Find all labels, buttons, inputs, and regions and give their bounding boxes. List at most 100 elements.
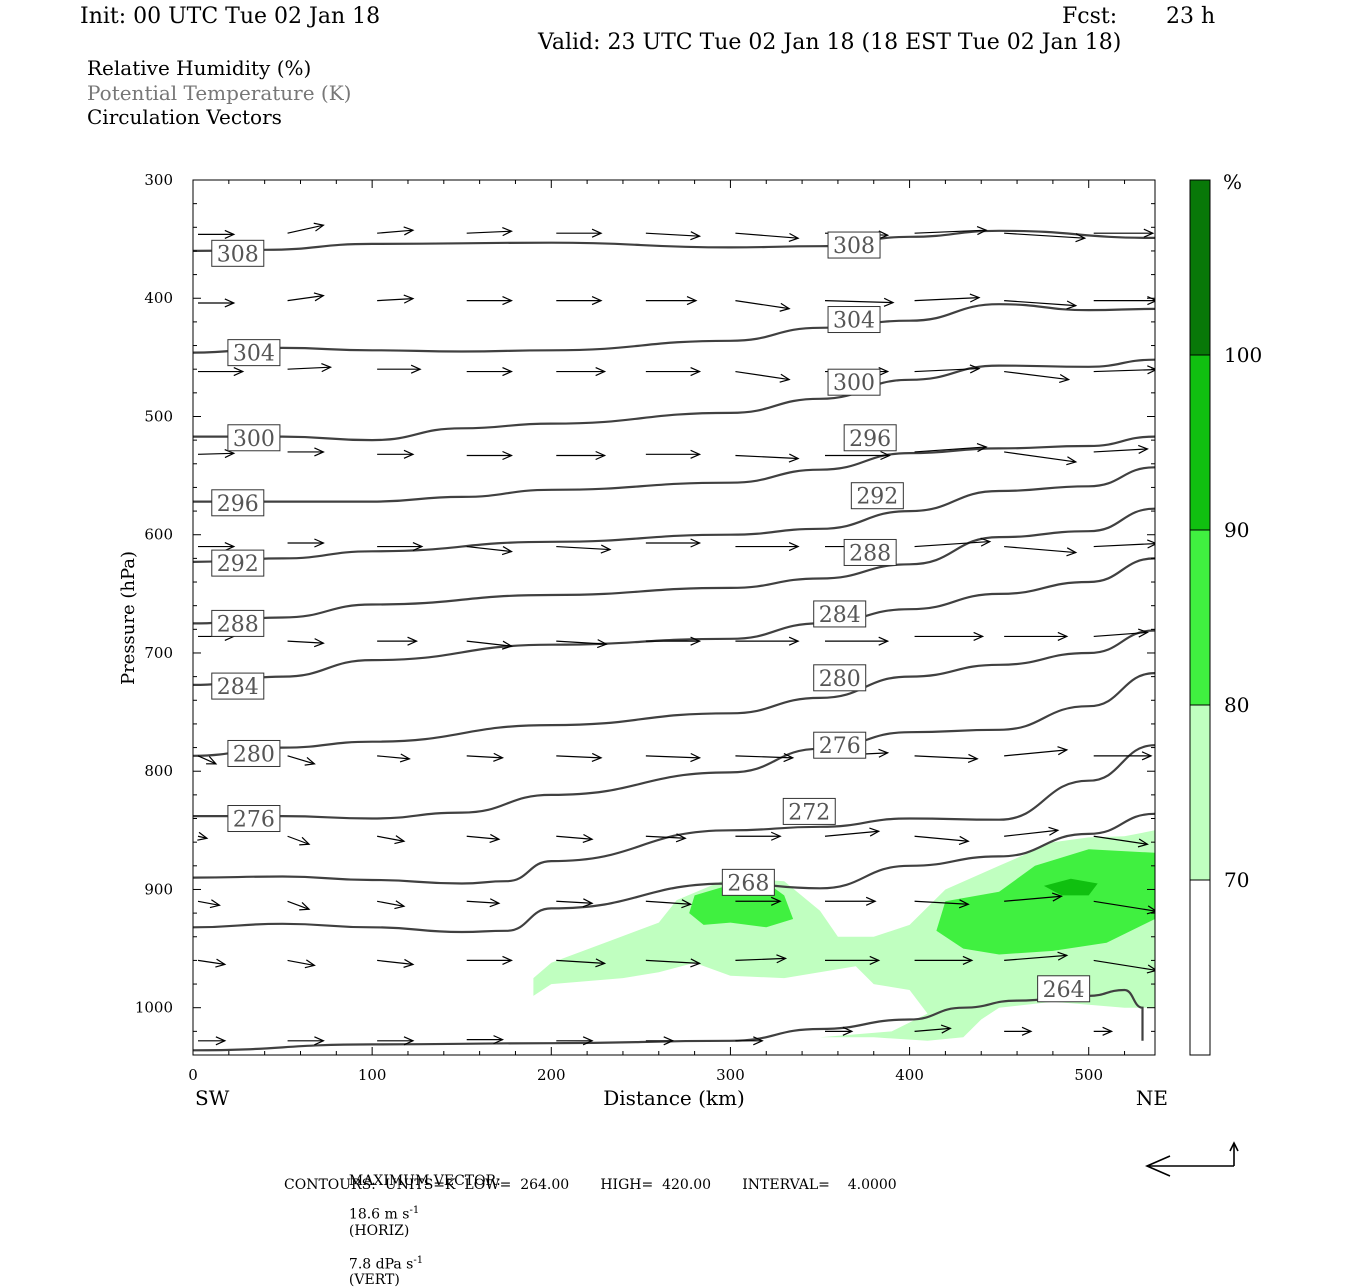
- x-tick-label: 500: [1074, 1066, 1103, 1084]
- vector-shaft: [1093, 959, 1155, 971]
- vector-head: [489, 833, 501, 843]
- vector-head: [788, 232, 800, 243]
- circulation-vector: [1093, 1026, 1114, 1036]
- vector-head: [209, 899, 221, 909]
- theta-label-text: 296: [217, 492, 259, 517]
- circulation-vector: [735, 954, 788, 964]
- vector-shaft: [1004, 749, 1067, 757]
- theta-label: 296: [211, 489, 265, 517]
- vector-shaft: [287, 959, 315, 966]
- vector-head: [663, 1036, 675, 1046]
- y-axis-title: Pressure (hPa): [118, 551, 139, 685]
- vector-head: [1143, 228, 1155, 238]
- circulation-vector: [287, 835, 311, 846]
- vector-shaft: [1093, 448, 1148, 453]
- vector-shaft: [645, 232, 700, 237]
- circulation-vector: [735, 542, 800, 552]
- plot-frame: [192, 179, 1156, 1056]
- vector-head: [690, 449, 702, 459]
- vector-shaft: [914, 1027, 951, 1032]
- theta-label-text: 304: [833, 309, 875, 334]
- y-tick-label: 300: [144, 171, 173, 189]
- vector-shaft: [914, 755, 978, 760]
- x-tick-label: 300: [716, 1066, 745, 1084]
- vector-head: [502, 227, 513, 237]
- circulation-vector: [1093, 365, 1155, 375]
- vector-head: [1102, 1026, 1114, 1036]
- circulation-vector: [198, 542, 236, 552]
- circulation-vector: [287, 1036, 325, 1046]
- rh-region-90: [1043, 878, 1098, 896]
- vector-head: [502, 955, 513, 965]
- x-axis-right-end: NE: [1136, 1086, 1168, 1110]
- theta-label: 296: [843, 424, 897, 452]
- circulation-vector: [287, 638, 325, 648]
- vector-head: [770, 896, 782, 906]
- circulation-vector: [287, 959, 316, 969]
- circulation-vector: [377, 958, 415, 968]
- y-tick-label: 500: [144, 407, 173, 425]
- circulation-vector: [556, 450, 607, 461]
- circulation-vector: [197, 899, 221, 909]
- vector-shaft: [287, 366, 331, 370]
- circulation-vector: [645, 231, 702, 241]
- vector-shaft: [914, 367, 980, 373]
- theta-label-box: [227, 739, 281, 767]
- vector-head: [1057, 951, 1069, 961]
- colorbar-swatch: [1189, 529, 1211, 706]
- vector-head: [969, 293, 981, 303]
- vector-head: [224, 229, 236, 239]
- circulation-vector: [287, 538, 325, 548]
- circulation-vector: [377, 542, 424, 552]
- circulation-vector: [914, 899, 970, 909]
- theta-label: 292: [211, 549, 265, 577]
- circulation-vector: [1093, 628, 1149, 638]
- circulation-vector: [287, 447, 325, 457]
- vector-head: [690, 367, 702, 377]
- vector-head: [686, 296, 698, 306]
- circulation-vector: [735, 636, 800, 646]
- theta-label: 292: [850, 482, 904, 510]
- vector-shaft: [287, 900, 310, 910]
- vector-head: [502, 450, 513, 461]
- x-tick-label: 100: [358, 1066, 387, 1084]
- circulation-vector: [1093, 539, 1155, 549]
- circulation-vector: [466, 752, 505, 762]
- vector-shaft: [645, 755, 700, 759]
- circulation-vector: [377, 294, 415, 304]
- vector-head: [206, 756, 218, 765]
- circulation-vector: [466, 367, 513, 377]
- circulation-vector: [1004, 370, 1071, 383]
- vector-head: [502, 367, 513, 377]
- vector-head: [1057, 631, 1069, 641]
- circulation-vector: [735, 300, 791, 312]
- circulation-vector: [914, 364, 981, 374]
- rh-shading: [533, 830, 1155, 1041]
- circulation-vector: [825, 1026, 854, 1036]
- circulation-vector: [556, 639, 608, 649]
- vector-head: [1138, 444, 1149, 454]
- rh-region-80: [936, 849, 1155, 955]
- theta-label: 276: [227, 805, 281, 833]
- vector-head: [1146, 905, 1155, 915]
- circulation-vector: [198, 298, 236, 308]
- vector-head: [883, 297, 895, 307]
- theta-label-text: 280: [819, 667, 861, 692]
- theta-label: 304: [827, 306, 881, 334]
- vector-shaft: [197, 755, 217, 765]
- vector-shaft: [1093, 543, 1155, 548]
- vector-head: [1066, 547, 1078, 557]
- vector-head: [304, 756, 316, 766]
- circulation-vector: [825, 955, 881, 965]
- vector-head: [1021, 1026, 1033, 1036]
- y-tick-label: 700: [144, 644, 173, 662]
- circulation-vector: [1093, 444, 1149, 454]
- circulation-vector: [1004, 232, 1087, 243]
- vector-head: [591, 228, 603, 238]
- x-tick-label: 0: [188, 1066, 198, 1084]
- vert-exp: -1: [413, 1254, 424, 1266]
- circulation-vector: [466, 898, 501, 908]
- circulation-vector: [556, 544, 612, 554]
- theta-label: 304: [227, 339, 281, 367]
- theta-contour-268: [193, 812, 1155, 934]
